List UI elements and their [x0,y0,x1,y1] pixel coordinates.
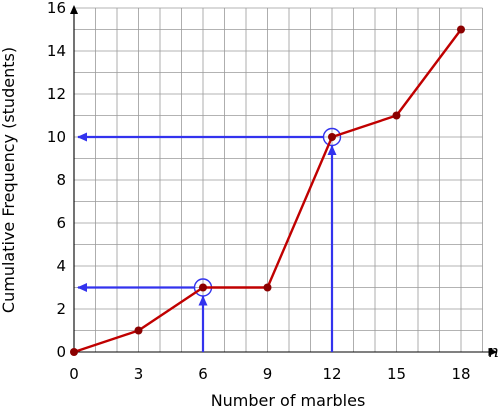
y-tick-label: 4 [56,257,66,275]
data-point [199,283,207,292]
grid [73,7,483,353]
y-tick-label: 6 [56,214,66,232]
data-point [70,348,78,356]
x-tick-label: 6 [198,365,208,383]
x-tick-label: 0 [69,365,79,383]
axes [70,5,498,356]
y-tick-label: 16 [47,0,66,17]
y-tick-label: 8 [56,171,66,189]
tick-labels: 0 3 6 9 12 15 18 0 2 4 6 8 10 12 14 16 [47,0,471,383]
data-point [134,326,143,335]
y-tick-label: 12 [47,85,66,103]
x-axis-variable: n [488,342,499,362]
y-axis-label: Cumulative Frequency (students) [0,47,18,313]
y-tick-label: 2 [56,300,66,318]
x-tick-label: 12 [322,365,341,383]
data-point [457,25,465,34]
x-axis-label: Number of marbles [211,391,366,410]
x-tick-label: 9 [263,365,273,383]
y-tick-label: 14 [47,42,66,60]
y-tick-label: 10 [47,128,66,146]
data-point [263,283,272,292]
data-point [392,111,401,120]
reading-circle [322,127,342,147]
x-tick-label: 18 [451,365,470,383]
ogive-series [70,25,465,356]
x-tick-label: 3 [134,365,144,383]
x-tick-label: 15 [387,365,406,383]
data-point [328,133,336,141]
reading-guides [77,127,342,352]
y-tick-label: 0 [56,343,66,361]
